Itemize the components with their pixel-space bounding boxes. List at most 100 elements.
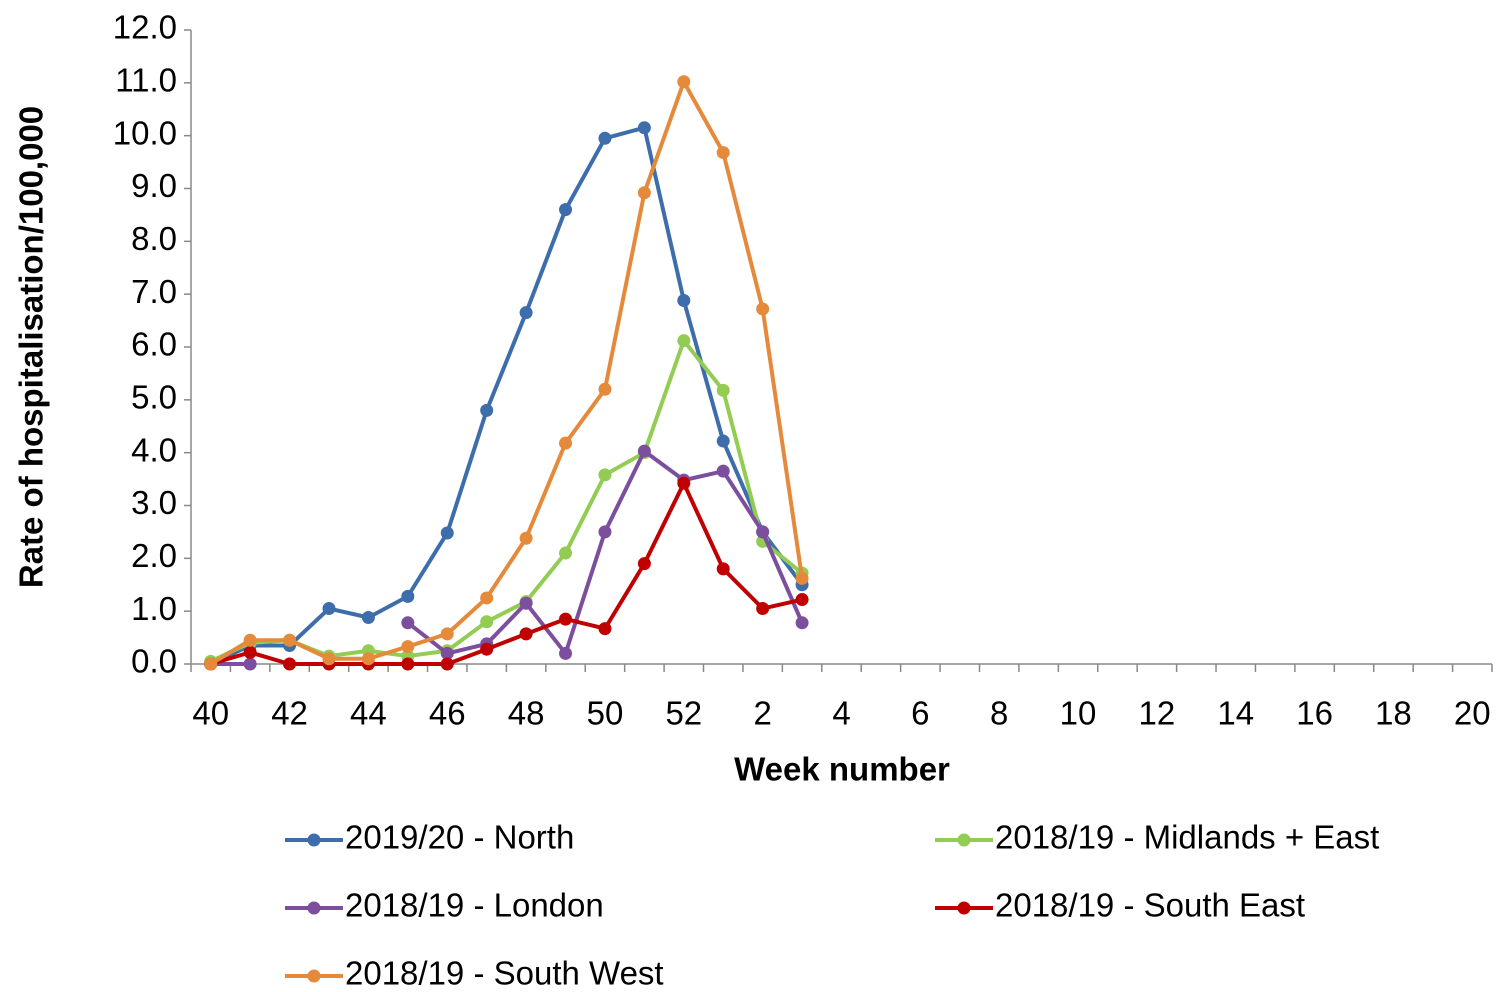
data-point [637, 121, 651, 135]
data-point [519, 531, 533, 545]
data-point [243, 633, 257, 647]
y-tick-label: 11.0 [115, 62, 177, 99]
legend-label: 2018/19 - Midlands + East [995, 819, 1379, 856]
x-tick-label: 18 [1375, 695, 1412, 732]
data-point [598, 525, 612, 539]
data-point [519, 596, 533, 610]
data-point [598, 622, 612, 636]
x-tick-label: 4 [832, 695, 850, 732]
data-point [716, 434, 730, 448]
data-point [204, 657, 218, 671]
data-point [440, 657, 454, 671]
data-point [480, 591, 494, 605]
data-point [440, 526, 454, 540]
legend-marker [307, 901, 321, 915]
x-tick-label: 2 [753, 695, 771, 732]
data-point [716, 146, 730, 160]
data-point [401, 657, 415, 671]
data-point [440, 627, 454, 641]
y-tick-label: 2.0 [131, 537, 177, 574]
data-point [716, 464, 730, 478]
x-tick-label: 16 [1296, 695, 1333, 732]
y-tick-label: 9.0 [131, 167, 177, 204]
legend-marker [957, 901, 971, 915]
series-line [209, 338, 804, 664]
legend-label: 2018/19 - London [345, 887, 604, 924]
x-tick-label: 14 [1217, 695, 1254, 732]
x-tick-label: 40 [192, 695, 229, 732]
data-point [716, 383, 730, 397]
y-tick-label: 1.0 [131, 590, 177, 627]
legend-label: 2018/19 - South West [345, 955, 664, 992]
data-point [795, 593, 809, 607]
x-tick-label: 44 [350, 695, 387, 732]
series-line [209, 125, 804, 666]
data-point [598, 382, 612, 396]
data-point [559, 546, 573, 560]
data-point [795, 616, 809, 630]
data-point [243, 657, 257, 671]
data-point [559, 436, 573, 450]
legend-marker [307, 833, 321, 847]
data-point [756, 602, 770, 616]
data-point [637, 557, 651, 571]
x-tick-label: 46 [429, 695, 466, 732]
data-point [756, 525, 770, 539]
y-tick-label: 5.0 [131, 379, 177, 416]
data-point [677, 294, 691, 308]
data-point [795, 571, 809, 585]
data-point [480, 615, 494, 629]
data-point [637, 186, 651, 200]
legend-marker [957, 833, 971, 847]
data-point [401, 589, 415, 603]
x-tick-label: 50 [587, 695, 624, 732]
data-point [322, 652, 336, 666]
data-point [559, 203, 573, 217]
series-line [210, 449, 804, 666]
legend-marker [307, 969, 321, 983]
data-point [677, 476, 691, 490]
legend-label: 2019/20 - North [345, 819, 574, 856]
x-tick-label: 20 [1454, 695, 1491, 732]
y-axis-title: Rate of hospitalisation/100,000 [13, 106, 50, 588]
data-point [716, 562, 730, 576]
data-point [322, 602, 336, 616]
data-point [361, 611, 375, 625]
data-point [401, 616, 415, 630]
legend-label: 2018/19 - South East [995, 887, 1305, 924]
data-point [677, 334, 691, 348]
data-point [283, 633, 297, 647]
data-point [598, 131, 612, 145]
x-tick-label: 52 [665, 695, 702, 732]
data-point [243, 645, 257, 659]
data-point [519, 627, 533, 641]
data-point [361, 652, 375, 666]
data-point [519, 306, 533, 320]
x-axis-title: Week number [734, 751, 950, 788]
data-point [559, 646, 573, 660]
x-tick-label: 8 [990, 695, 1008, 732]
x-tick-label: 42 [271, 695, 308, 732]
y-tick-label: 8.0 [131, 220, 177, 257]
y-tick-label: 10.0 [113, 114, 177, 151]
data-point [637, 444, 651, 458]
y-tick-label: 7.0 [131, 273, 177, 310]
data-point [677, 75, 691, 89]
data-point [756, 302, 770, 316]
y-tick-label: 3.0 [131, 484, 177, 521]
x-tick-label: 6 [911, 695, 929, 732]
data-point [440, 646, 454, 660]
y-tick-label: 0.0 [131, 643, 177, 680]
x-tick-label: 12 [1139, 695, 1176, 732]
data-point [401, 640, 415, 654]
data-point [480, 403, 494, 417]
series-line [210, 481, 803, 666]
x-tick-label: 48 [508, 695, 545, 732]
data-point [559, 612, 573, 626]
data-point [283, 657, 297, 671]
x-tick-label: 10 [1060, 695, 1097, 732]
y-tick-label: 6.0 [131, 326, 177, 363]
y-tick-label: 4.0 [131, 431, 177, 468]
data-point [598, 468, 612, 482]
